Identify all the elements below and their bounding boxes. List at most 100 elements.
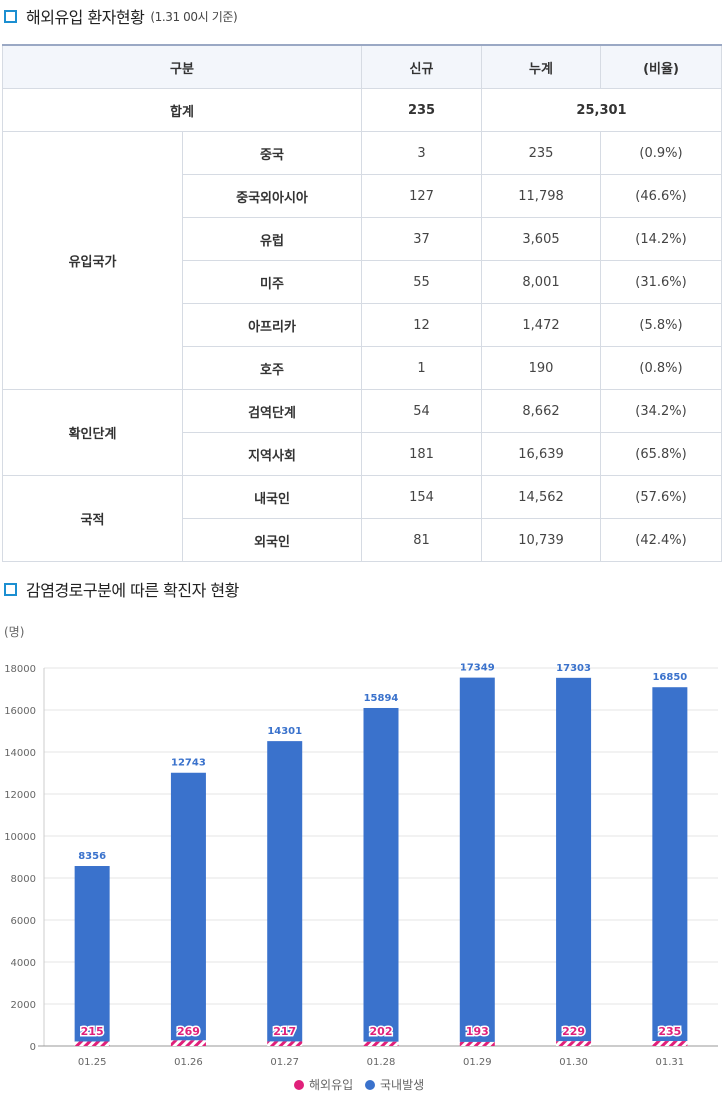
bar-overseas xyxy=(267,1041,303,1046)
row-ratio: (14.2%) xyxy=(600,217,723,261)
row-name: 호주 xyxy=(181,346,363,390)
row-name: 내국인 xyxy=(181,475,363,519)
table-row: 미주 55 8,001 (31.6%) xyxy=(3,260,723,304)
row-name: 미주 xyxy=(181,260,363,304)
y-tick-label: 18000 xyxy=(4,664,36,675)
header-new: 신규 xyxy=(361,44,483,89)
row-cumulative: 11,798 xyxy=(481,174,602,218)
row-new: 181 xyxy=(361,432,483,476)
row-new: 154 xyxy=(361,475,483,519)
row-name: 지역사회 xyxy=(181,432,363,476)
bar-overseas xyxy=(652,1041,688,1046)
section-title-text: 감염경로구분에 따른 확진자 현황 xyxy=(26,581,239,600)
row-new: 55 xyxy=(361,260,483,304)
row-new: 3 xyxy=(361,131,483,175)
y-tick-label: 2000 xyxy=(11,1000,36,1011)
row-ratio: (46.6%) xyxy=(600,174,723,218)
row-new: 37 xyxy=(361,217,483,261)
data-label-domestic: 17349 xyxy=(460,663,495,674)
row-ratio: (65.8%) xyxy=(600,432,723,476)
bar-domestic xyxy=(267,741,303,1042)
data-label-overseas: 269 xyxy=(177,1025,200,1038)
table-row: 유입국가 중국 3 235 (0.9%) xyxy=(2,131,723,390)
y-tick-label: 0 xyxy=(30,1042,36,1053)
table-row: 아프리카 12 1,472 (5.8%) xyxy=(3,303,723,347)
data-label-overseas: 217 xyxy=(273,1025,296,1038)
legend-label-domestic: 국내발생 xyxy=(380,1078,424,1092)
group-label-confirmation-stage: 확인단계 xyxy=(2,389,183,476)
bar-overseas xyxy=(170,1040,206,1046)
row-cumulative: 3,605 xyxy=(481,217,602,261)
data-label-domestic: 15894 xyxy=(364,693,399,704)
row-new: 12 xyxy=(361,303,483,347)
row-name: 유럽 xyxy=(181,217,363,261)
table-row: 확인단계 검역단계 54 8,662 (34.2%) xyxy=(2,389,723,476)
table-row: 호주 1 190 (0.8%) xyxy=(3,346,723,390)
row-cumulative: 1,472 xyxy=(481,303,602,347)
chart-svg: (명) 0 2000 4000 6000 8000 10000 12000 14000 16000… xyxy=(4,625,718,1092)
row-ratio: (0.8%) xyxy=(600,346,723,390)
row-name: 중국 xyxy=(181,131,363,175)
row-ratio: (57.6%) xyxy=(600,475,723,519)
bar-domestic xyxy=(459,677,495,1042)
section-title-infection-route: 감염경로구분에 따른 확진자 현황 xyxy=(4,577,239,601)
row-cumulative: 10,739 xyxy=(481,518,602,562)
data-label-overseas: 229 xyxy=(562,1025,585,1038)
data-label-domestic: 8356 xyxy=(78,851,106,862)
legend-marker-overseas xyxy=(294,1080,304,1090)
y-axis-unit-label: (명) xyxy=(4,625,24,639)
header-category: 구분 xyxy=(1,44,363,89)
row-new: 54 xyxy=(361,389,483,433)
infection-route-chart: (명) 0 2000 4000 6000 8000 10000 12000 14000 16000… xyxy=(0,620,727,1112)
row-ratio: (5.8%) xyxy=(600,303,723,347)
square-bullet-icon xyxy=(4,582,17,596)
total-row: 합계 235 25,301 xyxy=(1,88,723,132)
data-label-domestic: 17303 xyxy=(556,663,591,674)
x-tick-label: 01.31 xyxy=(656,1057,685,1068)
header-ratio: (비율) xyxy=(600,44,723,89)
bar-overseas xyxy=(556,1041,592,1046)
table-row: 유럽 37 3,605 (14.2%) xyxy=(3,217,723,261)
bar-domestic xyxy=(652,687,688,1042)
bar-overseas xyxy=(459,1041,495,1046)
row-name: 아프리카 xyxy=(181,303,363,347)
bar-domestic xyxy=(556,677,592,1042)
data-label-domestic: 12743 xyxy=(171,758,206,769)
y-tick-label: 16000 xyxy=(4,706,36,717)
row-cumulative: 16,639 xyxy=(481,432,602,476)
total-new: 235 xyxy=(361,88,483,132)
y-tick-label: 14000 xyxy=(4,748,36,759)
legend-marker-domestic xyxy=(365,1080,375,1090)
row-name: 검역단계 xyxy=(181,389,363,433)
x-tick-label: 01.27 xyxy=(270,1057,299,1068)
row-ratio: (31.6%) xyxy=(600,260,723,304)
table-row: 중국외아시아 127 11,798 (46.6%) xyxy=(3,174,723,218)
row-cumulative: 190 xyxy=(481,346,602,390)
x-tick-label: 01.28 xyxy=(367,1057,396,1068)
data-label-overseas: 235 xyxy=(658,1025,681,1038)
x-tick-label: 01.25 xyxy=(78,1057,107,1068)
bar-overseas xyxy=(74,1041,110,1046)
row-ratio: (0.9%) xyxy=(600,131,723,175)
group-label-country: 유입국가 xyxy=(2,131,183,390)
total-label: 합계 xyxy=(1,88,363,132)
data-label-overseas: 202 xyxy=(370,1025,393,1038)
square-bullet-icon xyxy=(4,9,17,23)
x-tick-label: 01.26 xyxy=(174,1057,203,1068)
row-new: 1 xyxy=(361,346,483,390)
group-label-nationality: 국적 xyxy=(2,475,183,562)
row-ratio: (34.2%) xyxy=(600,389,723,433)
overseas-cases-table: 구분 신규 누계 (비율) 합계 235 25,301 유입국가 중국 3 23… xyxy=(1,44,723,562)
legend-label-overseas: 해외유입 xyxy=(309,1078,353,1092)
y-tick-label: 4000 xyxy=(11,958,36,969)
row-cumulative: 8,001 xyxy=(481,260,602,304)
data-label-overseas: 193 xyxy=(466,1025,489,1038)
row-cumulative: 14,562 xyxy=(481,475,602,519)
row-new: 127 xyxy=(361,174,483,218)
bar-domestic xyxy=(74,866,110,1042)
y-tick-label: 8000 xyxy=(11,874,36,885)
section-title-text: 해외유입 환자현황 xyxy=(26,8,145,27)
bar-domestic xyxy=(170,772,206,1041)
row-cumulative: 8,662 xyxy=(481,389,602,433)
y-tick-label: 6000 xyxy=(11,916,36,927)
